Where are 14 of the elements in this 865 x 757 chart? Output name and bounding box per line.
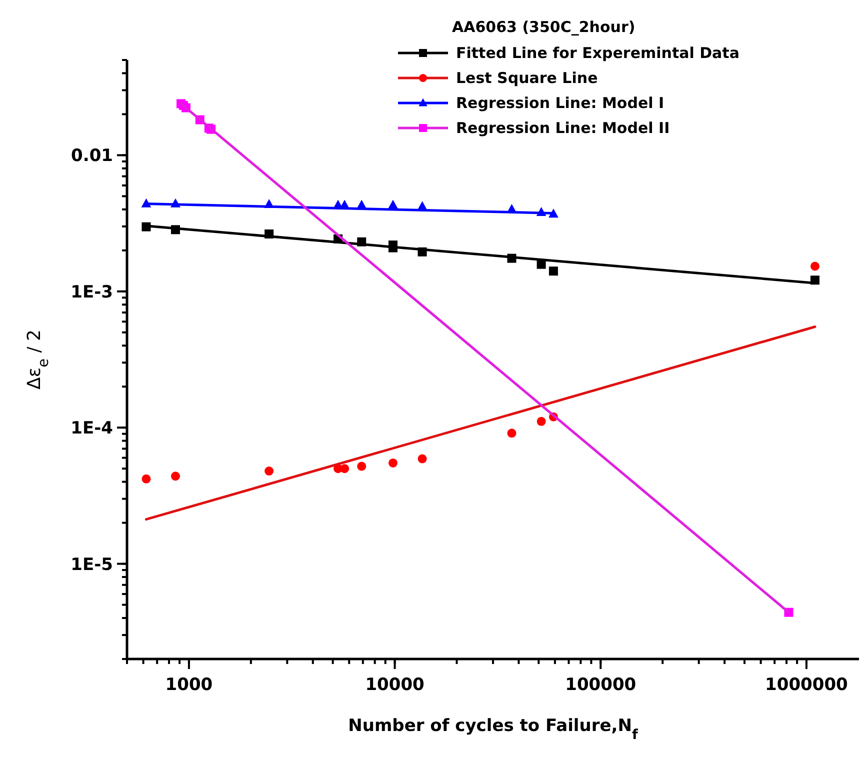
legend-title: AA6063 (350C_2hour) — [452, 18, 636, 36]
x-tick-label: 1000 — [165, 675, 213, 695]
x-tick-label: 10000 — [365, 675, 425, 695]
legend-label: Lest Square Line — [456, 69, 598, 87]
y-tick-label: 1E-4 — [70, 418, 114, 439]
x-tick-label: 100000 — [565, 675, 636, 695]
y-tick-label: 1E-3 — [70, 282, 113, 302]
y-tick-label: 0.01 — [71, 146, 113, 166]
x-tick-label: 1000000 — [765, 675, 848, 695]
x-axis-title: Number of cycles to Failure,N$_{f}$ — [348, 716, 639, 743]
legend-label: Regression Line: Model II — [456, 119, 670, 137]
y-tick-label: 1E-5 — [70, 554, 113, 575]
legend-label: Regression Line: Model I — [456, 94, 664, 112]
legend-label: Fitted Line for Experemintal Data — [456, 44, 740, 62]
